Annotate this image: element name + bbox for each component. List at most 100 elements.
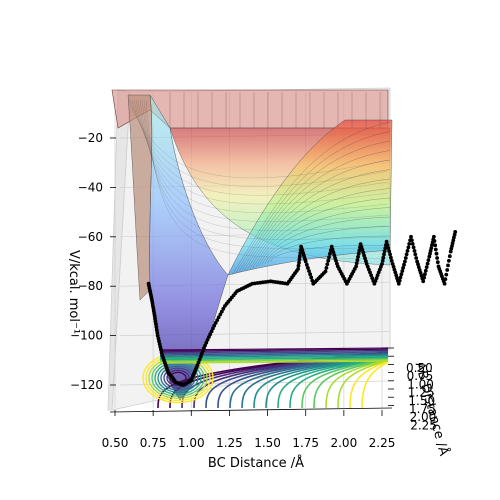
z-axis: −120 −100 −80 −60 −40 −20 V/kcal. mol⁻¹ [66,131,116,392]
trajectory-point [154,322,158,327]
trajectory-point [401,266,405,270]
trajectory-point [356,251,361,256]
trajectory-point [375,273,380,278]
trajectory-point [215,318,220,322]
trajectory-point [209,329,214,334]
surface-mesh-line [255,197,391,268]
trajectory-point [364,259,368,263]
z-tick-label: −40 [78,180,103,194]
trajectory-point [411,245,416,250]
trajectory-point [208,332,213,337]
trajectory-point [423,268,428,273]
trajectory-point [425,261,430,266]
surface-mesh-line [127,99,389,178]
trajectory-point [412,249,417,253]
trajectory-point [308,272,312,277]
y-tick-label: 2.00 [410,410,437,424]
contour-line [159,352,389,356]
contour-line [361,361,389,409]
trajectory-point [155,330,160,335]
trajectory-point [424,265,429,269]
trajectory-point [306,266,310,270]
trajectory-point [380,258,385,263]
trajectory-point [297,257,302,262]
y-tick-label: 2.25 [410,418,437,432]
trajectory-point [416,265,421,269]
trajectory-point [426,258,431,262]
contour-line [313,359,389,409]
trajectory-point [410,242,415,246]
y-tick-label: 0.50 [406,361,433,375]
z-tick-label: −80 [78,279,103,293]
trajectory-point [385,243,390,247]
trajectory-point [332,253,337,257]
trajectory-point [432,234,436,239]
trajectory-point [398,275,403,280]
trajectory-point [446,263,450,268]
trajectory-point [357,248,362,253]
x-tick-label: 2.00 [330,436,357,450]
trajectory-point [221,306,226,311]
trajectory-point [407,242,412,246]
x-tick-label: 0.75 [140,436,167,450]
y-tick-label: 0.75 [407,369,434,383]
z-axis-label: V/kcal. mol⁻¹ [66,250,81,334]
trajectory-point [442,281,447,286]
contour-line [159,351,389,355]
reaction-trajectory [146,230,458,387]
trajectory-point [421,279,426,284]
x-tick-label: 1.00 [178,436,205,450]
trajectory-point [403,256,408,260]
trajectory-point [403,259,407,264]
trajectory-point [399,272,404,277]
trajectory-point [328,251,332,256]
contour-line [159,347,389,351]
trajectory-point [153,316,158,321]
trajectory-point [380,262,384,266]
trajectory-point [356,255,360,259]
trajectory-point [427,254,432,259]
x-tick-label: 2.25 [369,436,396,450]
trajectory-point [325,262,330,267]
surface-mesh-line [139,99,389,231]
contour-line [157,363,199,393]
trajectory-point [381,255,386,260]
trajectory-point [430,243,434,248]
z-tick-label: −60 [78,230,103,244]
trajectory-point [355,258,360,262]
contour-line [277,357,389,409]
z-tick-label: −100 [70,329,103,343]
trajectory-point [423,272,427,277]
trajectory-point [432,239,437,243]
trajectory-point [296,263,301,268]
y-tick-label: 1.00 [407,377,434,391]
trajectory-point [389,255,393,260]
trajectory-point [327,255,331,260]
x-tick-label: 1.75 [292,436,319,450]
trajectory-point [388,252,392,257]
trajectory-point [326,258,331,263]
trajectory-point [445,268,450,272]
trajectory-point [414,256,419,260]
y-tick-label: 1.25 [408,386,435,400]
trajectory-point [383,246,388,251]
contour-line [166,369,190,387]
surface-mesh-line [249,178,391,270]
surface-mesh-line [234,131,391,275]
contour-line [159,354,389,358]
trajectory-point [447,254,452,259]
trajectory-point [309,275,314,280]
surface-left-wall [127,94,153,301]
surface-mesh-line [143,99,389,249]
trajectory-point [213,321,218,325]
x-axis-line [109,407,393,413]
trajectory-point [433,247,438,252]
trajectory-point [218,312,223,317]
trajectory-point [402,262,406,267]
trajectory-point [324,266,329,270]
trajectory-point [204,340,209,345]
trajectory-point [396,281,401,286]
trajectory-point [447,258,451,263]
x-tick-label: 1.25 [216,436,243,450]
z-tick-label: −120 [70,378,103,392]
